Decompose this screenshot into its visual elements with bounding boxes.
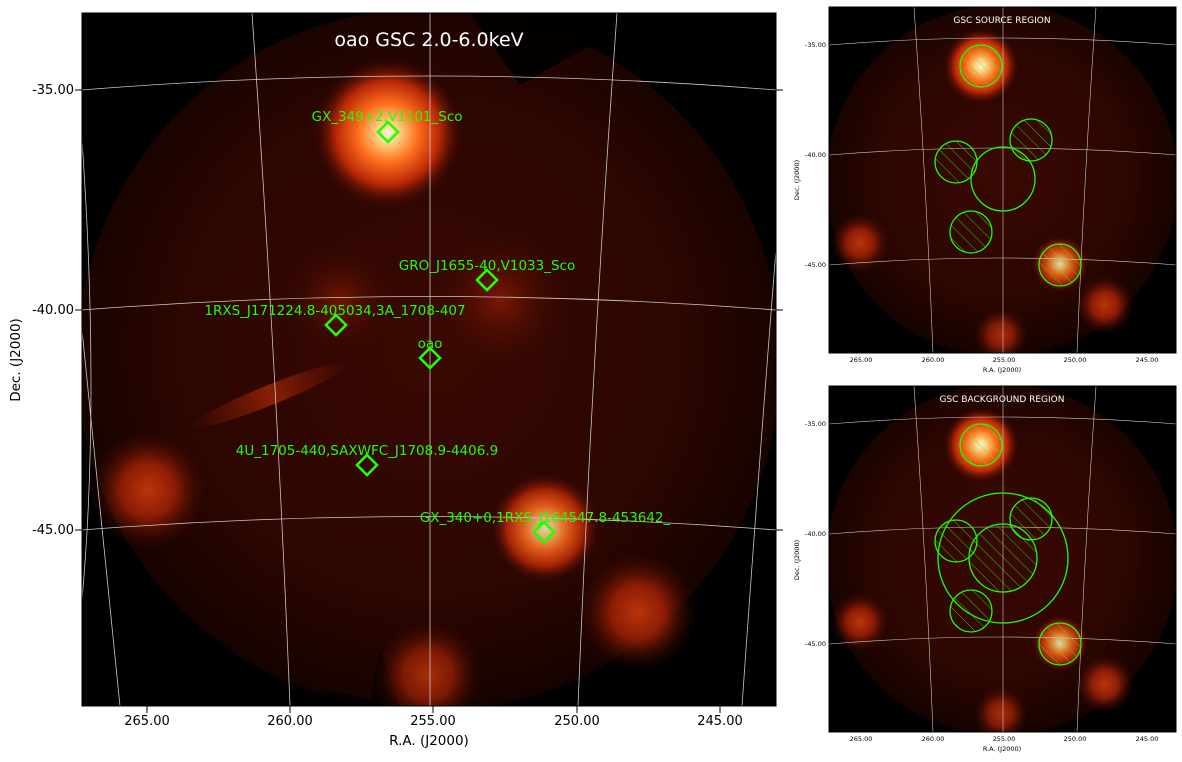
ra-tick-label: 255.00: [410, 714, 456, 729]
glow-gx340: [490, 473, 600, 583]
ra-tick-label: 260.00: [922, 356, 945, 364]
dec-tick-label: -35.00: [805, 420, 826, 428]
exclusion-circle: [934, 140, 978, 184]
ra-tick-label: 265.00: [850, 356, 873, 364]
ra-tick-label: 245.00: [1136, 356, 1159, 364]
field-of-view-disk: [82, 13, 776, 706]
glow-lower-right: [578, 552, 698, 672]
dec-tick-label: -45.00: [805, 261, 826, 269]
main-x-axis-label: R.A. (J2000): [389, 733, 469, 749]
ra-tick-label: 260.00: [267, 714, 313, 729]
background-x-axis-label: R.A. (J2000): [983, 745, 1021, 753]
source-region-circle: [970, 146, 1036, 212]
glow-bottom: [373, 620, 483, 706]
ra-tick-label: 245.00: [697, 714, 743, 729]
dec-tick-label: -45.00: [32, 523, 74, 538]
source-label: GRO_J1655-40,V1033_Sco: [399, 258, 576, 274]
exclusion-circle: [959, 423, 1003, 467]
source-marker-diamond: [376, 120, 400, 144]
exclusion-circle: [934, 519, 978, 563]
dec-tick-label: -40.00: [805, 151, 826, 159]
glow-gx349: [313, 58, 463, 208]
source-panel-title: GSC SOURCE REGION: [953, 16, 1050, 26]
dec-tick-label: -40.00: [805, 530, 826, 538]
main-dec-tick-labels: -35.00 -40.00 -45.00: [32, 83, 74, 538]
background-exclusion-regions: [934, 423, 1082, 666]
main-title: oao GSC 2.0-6.0keV: [334, 29, 523, 51]
glow-left: [88, 430, 208, 550]
dec-tick-label: -35.00: [805, 41, 826, 49]
source-exclusion-regions: [934, 44, 1082, 287]
source-label: oao: [418, 336, 443, 352]
main-xray-image: [82, 13, 776, 706]
exclusion-circle: [1038, 243, 1082, 287]
ra-tick-label: 265.00: [124, 714, 170, 729]
source-y-axis-label: Dec. (J2000): [793, 160, 801, 200]
main-image-panel: GX_349+2,V1101_Sco GRO_J1655-40,V1033_Sco…: [8, 12, 783, 749]
background-region-panel: GSC BACKGROUND REGION -35.00 -40.00 -45.…: [793, 385, 1177, 753]
source-label: GX_340+0,1RXS_J164547.8-453642_: [420, 510, 671, 526]
source-x-axis-label: R.A. (J2000): [983, 366, 1021, 374]
ra-tick-label: 260.00: [922, 735, 945, 743]
source-label: 1RXS_J171224.8-405034,3A_1708-407: [204, 303, 465, 319]
dec-tick-label: -40.00: [32, 303, 74, 318]
source-panel-image: [829, 7, 1176, 353]
background-y-axis-label: Dec. (J2000): [793, 540, 801, 580]
background-annulus-outer: [937, 492, 1069, 624]
exclusion-circle: [1009, 118, 1053, 162]
ra-tick-label: 245.00: [1136, 735, 1159, 743]
background-panel-title: GSC BACKGROUND REGION: [940, 395, 1065, 405]
source-label: 4U_1705-440,SAXWFC_J1708.9-4406.9: [236, 443, 498, 459]
source-marker-diamond: [418, 346, 442, 370]
source-region-panel: GSC SOURCE REGION -35.00 -40.00 -45.00 2…: [793, 6, 1177, 374]
source-marker-diamond: [475, 268, 499, 292]
ra-tick-label: 250.00: [1064, 735, 1087, 743]
main-frame: [81, 12, 777, 707]
exclusion-circle: [1009, 497, 1053, 541]
exclusion-circle: [959, 44, 1003, 88]
ra-tick-label: 250.00: [1064, 356, 1087, 364]
dec-tick-label: -35.00: [32, 83, 74, 98]
main-ra-tick-labels: 265.00 260.00 255.00 250.00 245.00: [124, 714, 743, 729]
ra-tick-label: 265.00: [850, 735, 873, 743]
source-labels: GX_349+2,V1101_Sco GRO_J1655-40,V1033_Sco…: [204, 109, 670, 526]
dec-tick-label: -45.00: [805, 640, 826, 648]
main-axis-ticks: [75, 89, 783, 713]
exclusion-circle: [949, 589, 993, 633]
ra-tick-label: 250.00: [554, 714, 600, 729]
coordinate-grid: [82, 13, 776, 706]
source-markers: [324, 120, 556, 544]
source-label: GX_349+2,V1101_Sco: [311, 109, 462, 125]
ra-tick-label: 255.00: [993, 735, 1016, 743]
ra-tick-label: 255.00: [993, 356, 1016, 364]
exclusion-circle: [1038, 622, 1082, 666]
source-marker-diamond: [355, 453, 379, 477]
source-marker-diamond: [324, 313, 348, 337]
source-marker-diamond: [532, 520, 556, 544]
main-y-axis-label: Dec. (J2000): [8, 318, 24, 402]
exclusion-circle: [949, 210, 993, 254]
